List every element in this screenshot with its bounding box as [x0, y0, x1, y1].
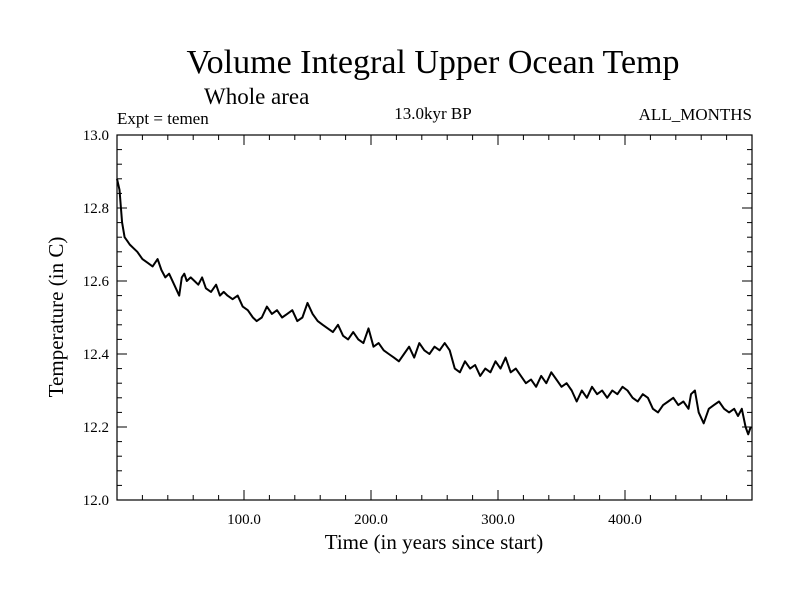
- temperature-series-line: [116, 178, 752, 436]
- months-label: ALL_MONTHS: [639, 105, 752, 124]
- period-label: 13.0kyr BP: [394, 104, 471, 123]
- y-tick-label: 12.8: [83, 201, 109, 217]
- chart-title: Volume Integral Upper Ocean Temp: [187, 44, 680, 81]
- y-tick-label: 13.0: [83, 128, 109, 144]
- y-tick-label: 12.2: [83, 420, 109, 436]
- y-tick-label: 12.4: [83, 347, 110, 363]
- x-axis-label: Time (in years since start): [325, 530, 544, 554]
- axis-tick-labels: 100.0 200.0 300.0 400.0 12.0 12.2 12.4 12.6 12.8…: [83, 128, 642, 528]
- plot-frame: [116, 134, 753, 501]
- experiment-label: Expt = temen: [117, 109, 209, 128]
- x-tick-label: 400.0: [608, 512, 642, 528]
- y-tick-label: 12.6: [83, 274, 110, 290]
- axis-ticks: [117, 134, 752, 501]
- y-tick-label: 12.0: [83, 493, 109, 509]
- x-tick-label: 200.0: [354, 512, 388, 528]
- x-tick-label: 300.0: [481, 512, 515, 528]
- x-tick-label: 100.0: [227, 512, 261, 528]
- y-axis-label: Temperature (in C): [44, 237, 68, 398]
- chart-subtitle: Whole area: [204, 84, 309, 109]
